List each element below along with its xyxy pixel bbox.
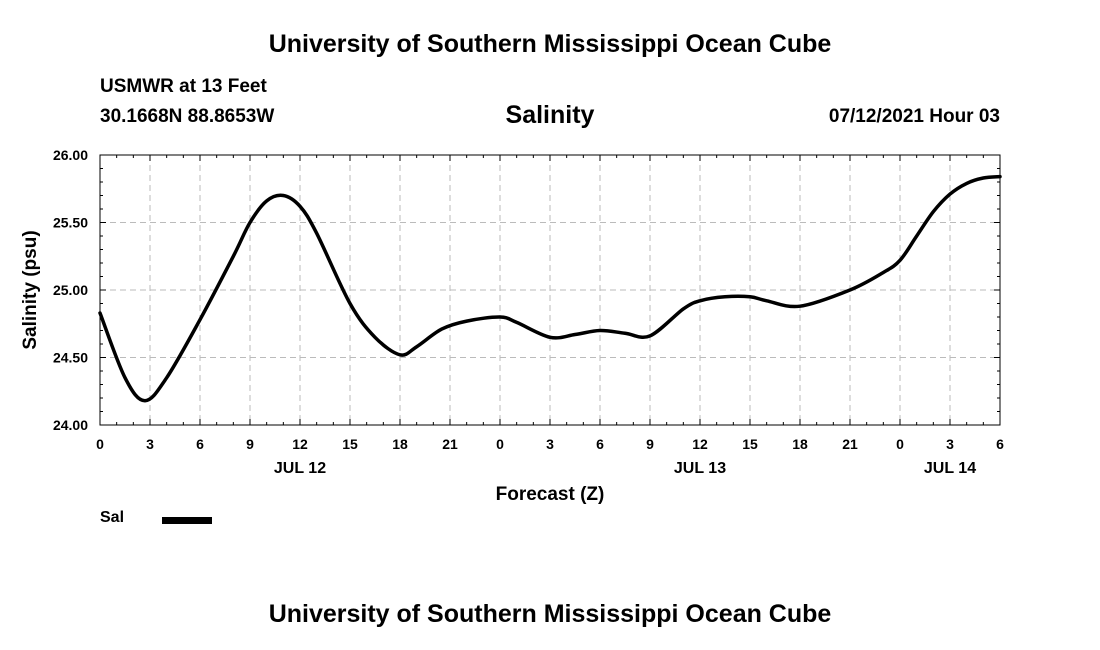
x-tick-label: 9 bbox=[246, 436, 254, 452]
x-tick-label: 21 bbox=[842, 436, 858, 452]
y-tick-label: 25.00 bbox=[53, 282, 88, 298]
footer-title: University of Southern Mississippi Ocean… bbox=[268, 600, 832, 628]
date-label: JUL 14 bbox=[924, 460, 976, 477]
legend-label: Sal bbox=[100, 509, 125, 526]
station-coordinates: 30.1668N 88.8653W bbox=[100, 106, 275, 127]
x-tick-label: 9 bbox=[646, 436, 654, 452]
x-tick-label: 12 bbox=[292, 436, 308, 452]
x-tick-label: 3 bbox=[946, 436, 954, 452]
x-tick-label: 0 bbox=[96, 436, 104, 452]
x-tick-label: 21 bbox=[442, 436, 458, 452]
x-tick-label: 15 bbox=[742, 436, 758, 452]
x-tick-label: 6 bbox=[996, 436, 1004, 452]
x-axis-title: Forecast (Z) bbox=[496, 484, 605, 505]
grid-lines bbox=[100, 155, 1000, 425]
forecast-datetime: 07/12/2021 Hour 03 bbox=[828, 106, 1000, 127]
axes bbox=[99, 154, 1001, 426]
x-tick-label: 0 bbox=[496, 436, 504, 452]
page-title: University of Southern Mississippi Ocean… bbox=[268, 30, 832, 58]
x-tick-label: 12 bbox=[692, 436, 708, 452]
x-tick-label: 0 bbox=[896, 436, 904, 452]
x-tick-label: 18 bbox=[792, 436, 808, 452]
salinity-chart: 0 3 6 9 12 15 18 21 0 3 6 9 12 15 18 21 0 3 6 24.00 24.50 25.… bbox=[20, 147, 1004, 505]
y-tick-label: 25.50 bbox=[53, 215, 88, 231]
series-line-salinity bbox=[98, 174, 1002, 403]
x-tick-label: 6 bbox=[196, 436, 204, 452]
x-tick-label: 3 bbox=[146, 436, 154, 452]
date-label: JUL 12 bbox=[274, 460, 326, 477]
series-layer bbox=[98, 174, 1002, 403]
x-tick-label: 18 bbox=[392, 436, 408, 452]
x-tick-label: 6 bbox=[596, 436, 604, 452]
chart-title: Salinity bbox=[505, 101, 595, 129]
y-tick-label: 26.00 bbox=[53, 147, 88, 163]
y-axis-title: Salinity (psu) bbox=[20, 230, 41, 349]
legend-swatch bbox=[162, 517, 212, 524]
station-label: USMWR at 13 Feet bbox=[100, 76, 267, 97]
x-tick-label: 3 bbox=[546, 436, 554, 452]
y-tick-label: 24.00 bbox=[53, 417, 88, 433]
y-tick-label: 24.50 bbox=[53, 350, 88, 366]
tick-labels: 0 3 6 9 12 15 18 21 0 3 6 9 12 15 18 21 0 3 6 24.00 24.50 25.… bbox=[20, 147, 1004, 505]
x-tick-label: 15 bbox=[342, 436, 358, 452]
date-label: JUL 13 bbox=[674, 460, 726, 477]
